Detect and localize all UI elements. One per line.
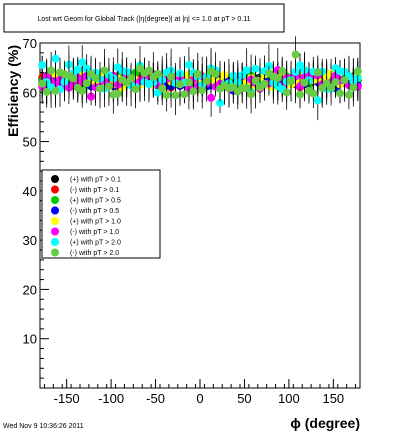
legend: (+) with pT > 0.1 (-) with pT > 0.1 (+) wi… [41, 169, 161, 259]
legend-label: (+) with pT > 0.1 [70, 177, 121, 184]
data-point [144, 66, 153, 75]
data-point [296, 90, 304, 99]
axis-ticks: -150 -100 -50 0 50 100 150 10 20 30 40 50 60 70 [23, 36, 357, 406]
data-point [349, 83, 358, 92]
data-point [216, 98, 224, 107]
data-point [278, 66, 287, 75]
legend-label: (-) with pT > 0.1 [70, 187, 119, 194]
x-tick-label: -50 [146, 391, 165, 406]
legend-label: (-) with pT > 0.5 [70, 208, 119, 215]
data-point [131, 85, 140, 94]
legend-label: (-) with pT > 1.0 [70, 229, 119, 236]
data-point [180, 90, 189, 99]
data-point [353, 67, 362, 76]
data-point [336, 89, 344, 98]
x-tick-label: 0 [196, 391, 203, 406]
legend-label: (+) with pT > 2.0 [70, 240, 121, 247]
legend-marker [51, 185, 59, 194]
data-point [38, 79, 47, 88]
data-point [242, 83, 251, 92]
data-point [313, 96, 322, 105]
data-point [104, 82, 113, 91]
data-point [184, 60, 193, 69]
y-tick-label: 50 [23, 135, 37, 150]
data-point [251, 64, 260, 73]
data-point [189, 87, 198, 96]
data-point [291, 50, 300, 59]
data-point [78, 58, 87, 67]
x-tick-label: -100 [98, 391, 124, 406]
data-point [313, 68, 322, 77]
data-point [162, 91, 171, 100]
y-tick-label: 40 [23, 184, 37, 199]
legend-marker [51, 217, 59, 225]
y-tick-label: 60 [23, 85, 37, 100]
data-point [69, 74, 78, 83]
data-point [273, 74, 282, 83]
data-point [47, 66, 56, 75]
legend-marker [51, 196, 59, 204]
data-point [300, 78, 309, 87]
y-tick-label: 70 [23, 36, 37, 51]
y-tick-label: 30 [23, 233, 37, 248]
legend-marker [51, 206, 59, 215]
data-point [242, 66, 251, 75]
x-tick-label: 150 [322, 391, 344, 406]
legend-marker [51, 248, 59, 257]
x-tick-label: 50 [237, 391, 251, 406]
data-point [198, 86, 207, 95]
legend-marker [51, 175, 59, 183]
data-point [158, 84, 167, 93]
data-point [167, 72, 176, 81]
data-point [193, 70, 202, 79]
legend-marker [51, 227, 59, 236]
data-point [202, 76, 211, 85]
data-point [247, 90, 256, 99]
legend-label: (-) with pT > 2.0 [70, 250, 119, 257]
title-box: Lost wrt Geom for Global Track (|η(degre… [3, 3, 285, 33]
data-point [344, 90, 353, 99]
data-point [282, 88, 291, 97]
data-point [51, 86, 60, 95]
data-point [113, 89, 122, 98]
y-tick-label: 20 [23, 282, 37, 297]
data-point [211, 69, 220, 78]
data-point [171, 91, 180, 100]
legend-marker [51, 238, 59, 246]
x-tick-label: -150 [54, 391, 80, 406]
chart-title: Lost wrt Geom for Global Track (|η(degre… [37, 16, 250, 23]
data-point [78, 86, 87, 95]
data-point [51, 54, 60, 63]
data-point [38, 60, 47, 69]
data-point [100, 66, 109, 75]
data-point [42, 87, 51, 96]
data-point [82, 79, 91, 88]
data-point [91, 74, 100, 83]
data-points [38, 36, 362, 121]
x-axis-label: ϕ (degree) [290, 415, 360, 431]
footer-timestamp: Wed Nov 9 10:36:26 2011 [3, 423, 84, 430]
data-point [96, 84, 104, 93]
data-point [327, 83, 336, 92]
legend-label: (+) with pT > 0.5 [70, 198, 121, 205]
y-axis-label: Efficiency (%) [5, 45, 21, 137]
data-point [260, 79, 269, 88]
legend-label: (+) with pT > 1.0 [70, 219, 121, 226]
data-point [340, 76, 349, 85]
x-tick-label: 100 [278, 391, 300, 406]
data-point [153, 69, 162, 78]
data-point [176, 80, 184, 89]
legend-box [41, 169, 161, 259]
data-point [251, 76, 260, 85]
y-tick-label: 10 [23, 332, 37, 347]
data-point [184, 78, 193, 87]
data-point [309, 89, 318, 98]
data-point [331, 78, 340, 87]
data-point [207, 93, 216, 102]
data-point [287, 77, 296, 86]
data-point [82, 64, 91, 73]
data-point [127, 74, 136, 83]
data-point [73, 65, 82, 74]
